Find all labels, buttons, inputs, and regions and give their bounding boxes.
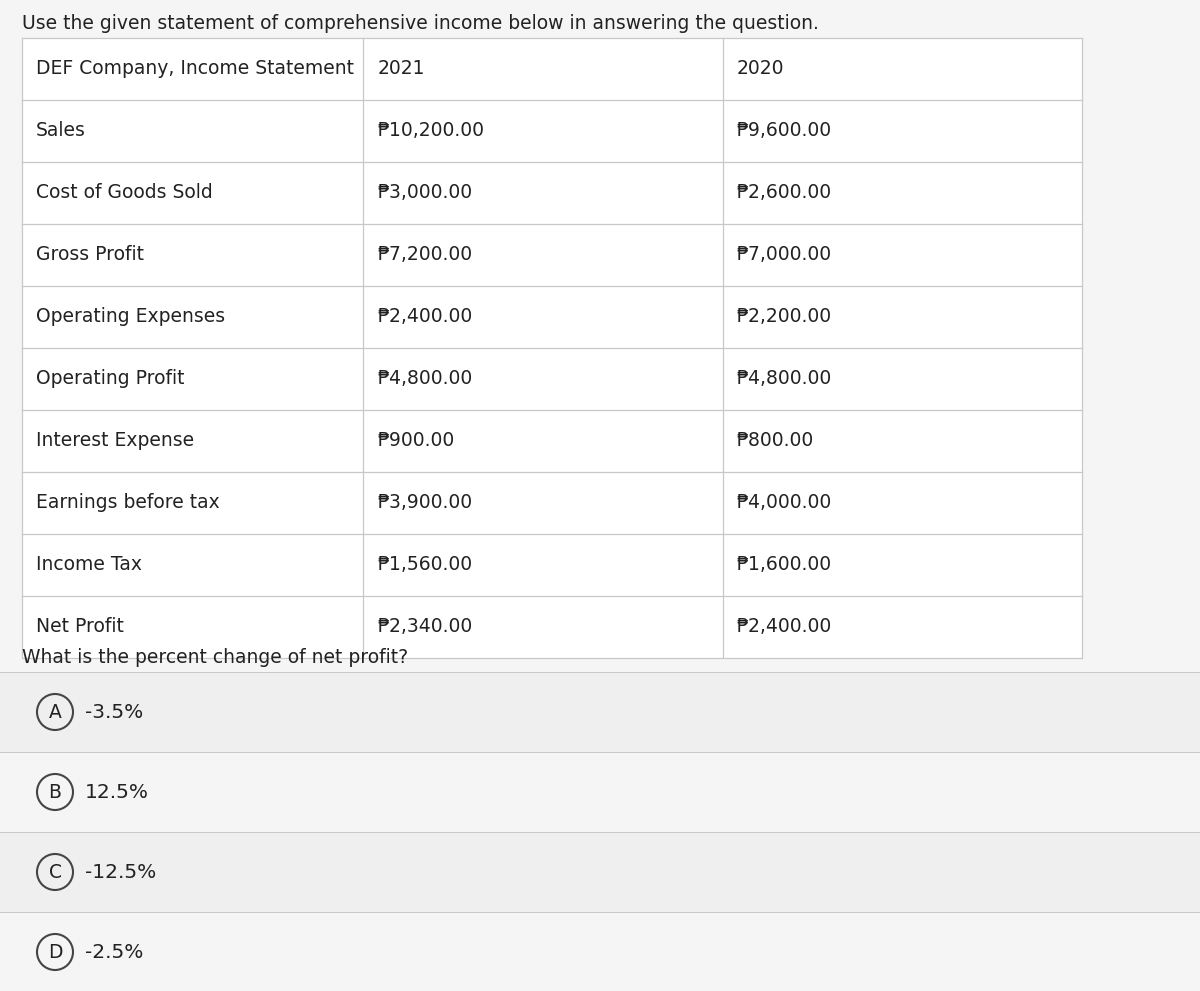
Text: C: C xyxy=(48,862,61,882)
Text: 2020: 2020 xyxy=(737,59,784,78)
Text: -2.5%: -2.5% xyxy=(85,942,143,961)
Text: B: B xyxy=(48,783,61,802)
Text: -3.5%: -3.5% xyxy=(85,703,143,721)
Text: A: A xyxy=(48,703,61,721)
Text: Income Tax: Income Tax xyxy=(36,556,142,575)
Text: ₱2,400.00: ₱2,400.00 xyxy=(377,307,473,326)
Text: ₱2,600.00: ₱2,600.00 xyxy=(737,183,832,202)
Text: Net Profit: Net Profit xyxy=(36,617,124,636)
Text: Sales: Sales xyxy=(36,122,86,141)
Text: ₱2,200.00: ₱2,200.00 xyxy=(737,307,832,326)
Text: ₱3,900.00: ₱3,900.00 xyxy=(377,494,473,512)
Bar xyxy=(22,162,1082,224)
Bar xyxy=(22,472,1082,534)
Text: Earnings before tax: Earnings before tax xyxy=(36,494,220,512)
Text: ₱3,000.00: ₱3,000.00 xyxy=(377,183,473,202)
Text: ₱4,000.00: ₱4,000.00 xyxy=(737,494,832,512)
Text: 12.5%: 12.5% xyxy=(85,783,149,802)
Bar xyxy=(22,100,1082,162)
Text: Cost of Goods Sold: Cost of Goods Sold xyxy=(36,183,212,202)
Text: ₱7,200.00: ₱7,200.00 xyxy=(377,246,473,265)
Text: -12.5%: -12.5% xyxy=(85,862,156,882)
Text: ₱4,800.00: ₱4,800.00 xyxy=(737,370,832,388)
Bar xyxy=(22,596,1082,658)
Text: ₱1,560.00: ₱1,560.00 xyxy=(377,556,473,575)
Text: ₱1,600.00: ₱1,600.00 xyxy=(737,556,832,575)
Text: ₱9,600.00: ₱9,600.00 xyxy=(737,122,832,141)
Text: 2021: 2021 xyxy=(377,59,425,78)
Text: ₱2,340.00: ₱2,340.00 xyxy=(377,617,473,636)
Bar xyxy=(22,410,1082,472)
Text: Use the given statement of comprehensive income below in answering the question.: Use the given statement of comprehensive… xyxy=(22,14,818,33)
Bar xyxy=(22,534,1082,596)
Bar xyxy=(0,832,1200,912)
Text: ₱10,200.00: ₱10,200.00 xyxy=(377,122,485,141)
Text: ₱800.00: ₱800.00 xyxy=(737,431,814,451)
Text: Operating Profit: Operating Profit xyxy=(36,370,185,388)
Text: What is the percent change of net profit?: What is the percent change of net profit… xyxy=(22,648,408,667)
Text: Interest Expense: Interest Expense xyxy=(36,431,194,451)
Bar xyxy=(22,224,1082,286)
Text: ₱7,000.00: ₱7,000.00 xyxy=(737,246,832,265)
Text: ₱4,800.00: ₱4,800.00 xyxy=(377,370,473,388)
Bar xyxy=(0,912,1200,991)
Bar xyxy=(22,286,1082,348)
Text: Gross Profit: Gross Profit xyxy=(36,246,144,265)
Text: Operating Expenses: Operating Expenses xyxy=(36,307,226,326)
Bar xyxy=(22,348,1082,410)
Text: ₱900.00: ₱900.00 xyxy=(377,431,455,451)
Text: ₱2,400.00: ₱2,400.00 xyxy=(737,617,832,636)
Text: D: D xyxy=(48,942,62,961)
Bar xyxy=(0,752,1200,832)
Bar xyxy=(22,38,1082,100)
Bar xyxy=(0,672,1200,752)
Text: DEF Company, Income Statement: DEF Company, Income Statement xyxy=(36,59,354,78)
